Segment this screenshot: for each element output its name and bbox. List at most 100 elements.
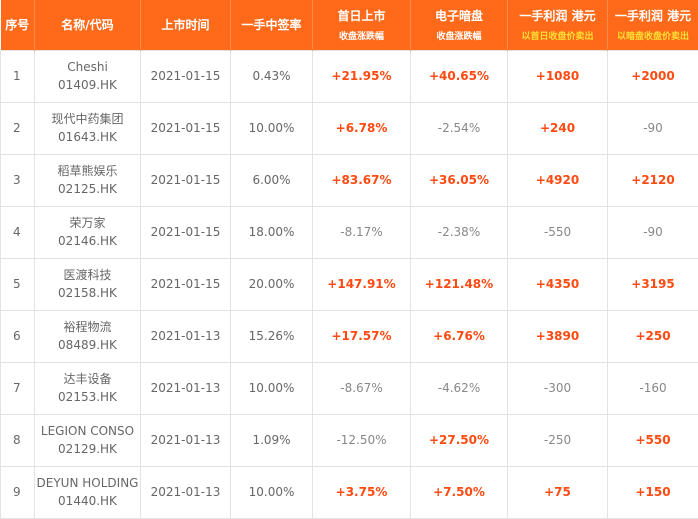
stock-name-cell: 医渡科技 02158.HK — [34, 257, 141, 311]
stock-code: 02125.HK — [58, 182, 117, 196]
profit-first-day: +1080 — [507, 49, 608, 103]
listing-date: 2021-01-13 — [140, 465, 231, 519]
header-date: 上市时间 — [140, 0, 231, 50]
header-rate: 一手中签率 — [230, 0, 313, 50]
stock-name-cell: 稻草熊娱乐 02125.HK — [34, 153, 141, 207]
grey-market-change: +27.50% — [410, 413, 508, 467]
table-row: 9 DEYUN HOLDING 01440.HK 2021-01-13 10.00% +3… — [0, 465, 698, 519]
grey-market-change: +7.50% — [410, 465, 508, 519]
stock-code: 08489.HK — [58, 338, 117, 352]
allotment-rate: 18.00% — [230, 205, 313, 259]
stock-name-cell: LEGION CONSO 02129.HK — [34, 413, 141, 467]
table-row: 7 达丰设备 02153.HK 2021-01-13 10.00% -8.67% -4.62… — [0, 361, 698, 415]
profit-first-day: +3890 — [507, 309, 608, 363]
stock-name-cell: DEYUN HOLDING 01440.HK — [34, 465, 141, 519]
row-index: 4 — [0, 205, 35, 259]
row-index: 1 — [0, 49, 35, 103]
row-index: 5 — [0, 257, 35, 311]
grey-market-change: +40.65% — [410, 49, 508, 103]
row-index: 7 — [0, 361, 35, 415]
grey-market-change: -2.54% — [410, 101, 508, 155]
first-day-change: +21.95% — [312, 49, 411, 103]
header-first-day: 首日上市 收盘涨跌幅 — [312, 0, 411, 50]
stock-code: 01440.HK — [58, 494, 117, 508]
table-row: 2 现代中药集团 01643.HK 2021-01-15 10.00% +6.78% -2.… — [0, 101, 698, 155]
listing-date: 2021-01-13 — [140, 413, 231, 467]
listing-date: 2021-01-13 — [140, 361, 231, 415]
header-profit1-sub: 以首日收盘价卖出 — [521, 32, 594, 43]
header-profit2-label: 一手利润 港元 — [614, 9, 692, 24]
first-day-change: +17.57% — [312, 309, 411, 363]
stock-name-cell: 现代中药集团 01643.HK — [34, 101, 141, 155]
profit-grey-market: -90 — [607, 205, 698, 259]
listing-date: 2021-01-15 — [140, 205, 231, 259]
stock-name-cell: Cheshi 01409.HK — [34, 49, 141, 103]
profit-first-day: +4920 — [507, 153, 608, 207]
stock-code: 02129.HK — [58, 442, 117, 456]
header-first-day-label: 首日上市 — [337, 9, 386, 24]
profit-grey-market: +250 — [607, 309, 698, 363]
table-header-row: 序号 名称/代码 上市时间 一手中签率 首日上市 收盘涨跌幅 电子暗盘 收盘涨跌… — [0, 0, 698, 50]
stock-code: 02153.HK — [58, 390, 117, 404]
profit-first-day: +75 — [507, 465, 608, 519]
grey-market-change: +121.48% — [410, 257, 508, 311]
first-day-change: -8.17% — [312, 205, 411, 259]
first-day-change: +6.78% — [312, 101, 411, 155]
profit-grey-market: +150 — [607, 465, 698, 519]
stock-name-cell: 裕程物流 08489.HK — [34, 309, 141, 363]
header-grey: 电子暗盘 收盘涨跌幅 — [410, 0, 508, 50]
allotment-rate: 10.00% — [230, 361, 313, 415]
allotment-rate: 20.00% — [230, 257, 313, 311]
listing-date: 2021-01-15 — [140, 101, 231, 155]
stock-name: Cheshi — [67, 60, 108, 74]
table-row: 5 医渡科技 02158.HK 2021-01-15 20.00% +147.91% +12… — [0, 257, 698, 311]
stock-name-cell: 荣万家 02146.HK — [34, 205, 141, 259]
first-day-change: +147.91% — [312, 257, 411, 311]
header-idx: 序号 — [0, 0, 35, 50]
stock-name: 裕程物流 — [63, 320, 112, 334]
stock-name-cell: 达丰设备 02153.HK — [34, 361, 141, 415]
first-day-change: +83.67% — [312, 153, 411, 207]
allotment-rate: 15.26% — [230, 309, 313, 363]
stock-name: 荣万家 — [69, 216, 106, 230]
table-row: 4 荣万家 02146.HK 2021-01-15 18.00% -8.17% -2.38%… — [0, 205, 698, 259]
row-index: 6 — [0, 309, 35, 363]
header-profit1: 一手利润 港元 以首日收盘价卖出 — [507, 0, 608, 50]
allotment-rate: 1.09% — [230, 413, 313, 467]
grey-market-change: +36.05% — [410, 153, 508, 207]
listing-date: 2021-01-15 — [140, 257, 231, 311]
table-row: 8 LEGION CONSO 02129.HK 2021-01-13 1.09% -12.… — [0, 413, 698, 467]
allotment-rate: 0.43% — [230, 49, 313, 103]
table-row: 6 裕程物流 08489.HK 2021-01-13 15.26% +17.57% +6.7… — [0, 309, 698, 363]
table-row: 1 Cheshi 01409.HK 2021-01-15 0.43% +21.95% +40… — [0, 49, 698, 103]
profit-first-day: -250 — [507, 413, 608, 467]
allotment-rate: 6.00% — [230, 153, 313, 207]
listing-date: 2021-01-15 — [140, 49, 231, 103]
profit-first-day: -550 — [507, 205, 608, 259]
stock-name: 医渡科技 — [63, 268, 112, 282]
allotment-rate: 10.00% — [230, 465, 313, 519]
row-index: 9 — [0, 465, 35, 519]
stock-code: 02158.HK — [58, 286, 117, 300]
stock-name: LEGION CONSO — [40, 424, 135, 438]
first-day-change: +3.75% — [312, 465, 411, 519]
header-name: 名称/代码 — [34, 0, 141, 50]
profit-grey-market: +2000 — [607, 49, 698, 103]
stock-name: 现代中药集团 — [51, 112, 124, 126]
stock-name: 稻草熊娱乐 — [57, 164, 118, 178]
profit-first-day: +240 — [507, 101, 608, 155]
profit-grey-market: +2120 — [607, 153, 698, 207]
table-row: 3 稻草熊娱乐 02125.HK 2021-01-15 6.00% +83.67% +36.… — [0, 153, 698, 207]
profit-grey-market: +550 — [607, 413, 698, 467]
first-day-change: -8.67% — [312, 361, 411, 415]
grey-market-change: -2.38% — [410, 205, 508, 259]
row-index: 2 — [0, 101, 35, 155]
profit-grey-market: -90 — [607, 101, 698, 155]
header-profit1-label: 一手利润 港元 — [519, 9, 596, 24]
profit-first-day: -300 — [507, 361, 608, 415]
stock-code: 01643.HK — [58, 130, 117, 144]
listing-date: 2021-01-15 — [140, 153, 231, 207]
stock-code: 02146.HK — [58, 234, 117, 248]
header-grey-sub: 收盘涨跌幅 — [436, 32, 482, 43]
